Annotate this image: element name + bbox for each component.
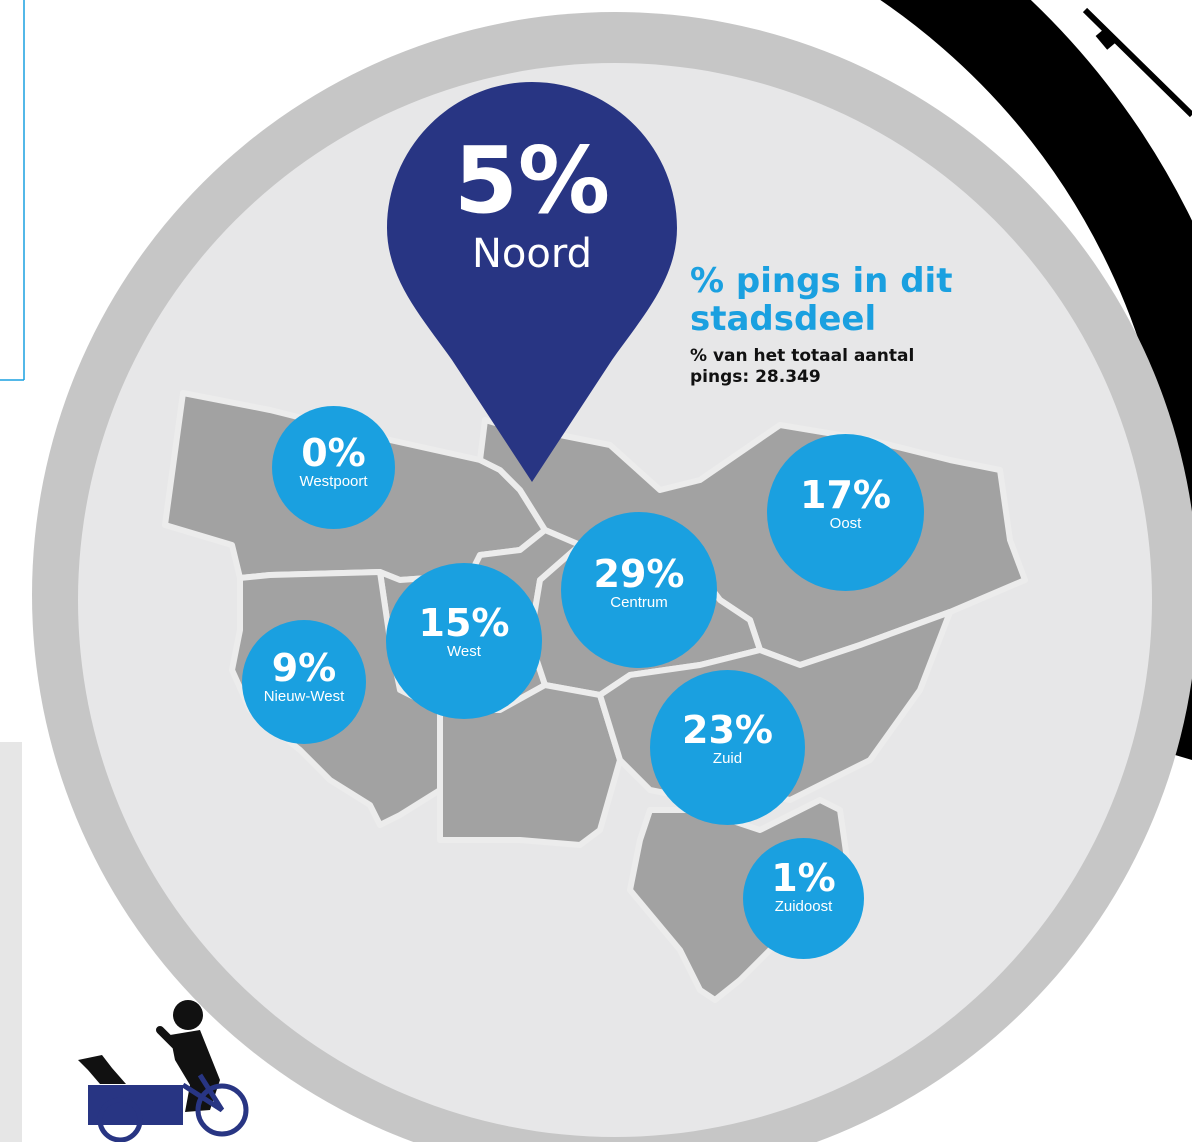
bubble-value: 15% <box>418 601 510 645</box>
bubble-value: 17% <box>800 473 891 517</box>
cargo-bike-icon <box>78 1000 249 1142</box>
bubble-label: West <box>447 643 481 660</box>
bubble-value: 23% <box>682 708 773 752</box>
bubble-oost: 17% Oost <box>767 434 924 591</box>
bubble-label: Centrum <box>610 594 668 611</box>
bubble-westpoort: 0% Westpoort <box>272 406 395 529</box>
bubble-value: 1% <box>771 856 836 900</box>
map-zuid <box>437 682 623 848</box>
bubble-value: 0% <box>301 431 366 475</box>
legend-subtitle: % van het totaal aantal pings: 28.349 <box>690 346 915 387</box>
bubble-label: Westpoort <box>299 473 368 490</box>
bubble-label: Oost <box>829 515 862 532</box>
bubble-zuidoost: 1% Zuidoost <box>743 838 864 959</box>
legend-title: % pings in dit stadsdeel <box>690 261 953 339</box>
tire-valve <box>1095 28 1117 50</box>
bubble-nieuw-west: 9% Nieuw-West <box>242 620 366 744</box>
bubble-value: 9% <box>271 646 337 690</box>
bubble-zuid: 23% Zuid <box>650 670 805 825</box>
bubble-label: Zuidoost <box>774 898 833 915</box>
noord-percentage: 5% <box>453 127 611 234</box>
bubble-centrum: 29% Centrum <box>561 512 717 668</box>
noord-label: Noord <box>472 231 592 277</box>
bubble-label: Zuid <box>712 750 743 767</box>
bubble-west: 15% West <box>386 563 542 719</box>
bubble-label: Nieuw-West <box>263 688 345 705</box>
side-panel <box>0 742 22 1142</box>
bubble-value: 29% <box>593 552 685 596</box>
location-pin <box>387 82 677 482</box>
tire-tread-line <box>1082 7 1192 118</box>
tire-arc <box>880 0 1192 760</box>
